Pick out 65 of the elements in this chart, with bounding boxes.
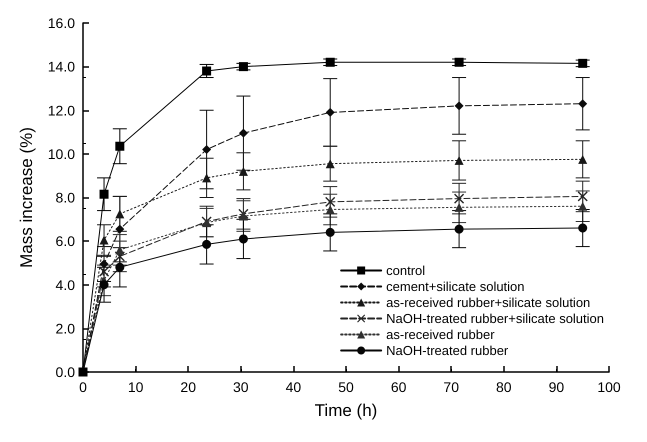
x-tick-label: 0 bbox=[79, 379, 88, 395]
legend-label: cement+silicate solution bbox=[386, 279, 525, 294]
point bbox=[202, 145, 212, 154]
point bbox=[115, 224, 124, 234]
x-tick-label: 70 bbox=[443, 379, 460, 395]
point bbox=[202, 66, 212, 76]
y-tick-label: 2.0 bbox=[56, 320, 76, 336]
point bbox=[454, 101, 464, 110]
point bbox=[578, 202, 588, 211]
y-tick-label: 8.0 bbox=[56, 190, 76, 206]
x-tick-label: 90 bbox=[548, 379, 564, 395]
point bbox=[100, 260, 109, 269]
point bbox=[100, 190, 109, 199]
point bbox=[238, 166, 248, 176]
x-tick-label: 80 bbox=[496, 379, 512, 395]
point bbox=[115, 209, 124, 218]
x-axis-title: Time (h) bbox=[314, 401, 378, 420]
point bbox=[326, 228, 335, 237]
x-tick-label: 50 bbox=[338, 379, 354, 395]
point bbox=[115, 262, 124, 272]
point bbox=[578, 58, 588, 68]
point bbox=[238, 212, 248, 221]
y-axis-title: Mass increase (%) bbox=[17, 127, 36, 268]
point bbox=[238, 62, 248, 72]
point bbox=[578, 191, 588, 202]
point bbox=[454, 202, 464, 212]
y-tick-label: 10.0 bbox=[48, 146, 76, 162]
point bbox=[454, 224, 464, 234]
y-tick-label: 16.0 bbox=[48, 15, 76, 31]
point bbox=[326, 204, 335, 214]
x-tick-label: 60 bbox=[390, 379, 407, 395]
legend-label: NaOH-treated rubber+silicate solution bbox=[386, 311, 604, 326]
y-tick-label: 0.0 bbox=[56, 364, 76, 380]
point bbox=[100, 236, 109, 245]
point bbox=[99, 266, 110, 277]
point bbox=[578, 99, 588, 108]
point bbox=[115, 142, 124, 151]
point bbox=[578, 154, 588, 164]
x-tick-label: 30 bbox=[233, 379, 249, 395]
y-tick-label: 12.0 bbox=[48, 102, 76, 118]
y-tick-label: 4.0 bbox=[56, 276, 76, 293]
point bbox=[325, 196, 336, 207]
x-tick-label: 40 bbox=[286, 379, 302, 395]
point bbox=[326, 159, 335, 168]
legend-label: as-received rubber bbox=[386, 327, 496, 342]
point bbox=[202, 173, 212, 182]
point bbox=[326, 108, 335, 117]
legend-label: control bbox=[386, 263, 426, 278]
y-tick-label: 14.0 bbox=[48, 58, 76, 75]
point bbox=[454, 156, 464, 165]
point bbox=[454, 58, 464, 67]
point bbox=[238, 128, 248, 138]
y-tick-label: 6.0 bbox=[56, 233, 76, 250]
point bbox=[454, 194, 464, 204]
x-tick-label: 100 bbox=[597, 379, 621, 395]
legend-label: as-received rubber+silicate solution bbox=[386, 295, 590, 310]
legend-label: NaOH-treated rubber bbox=[386, 343, 509, 358]
point bbox=[100, 280, 109, 290]
x-tick-label: 10 bbox=[128, 379, 144, 395]
point bbox=[115, 245, 124, 254]
point bbox=[578, 224, 588, 233]
x-tick-label: 20 bbox=[180, 379, 196, 395]
point bbox=[238, 234, 248, 244]
point bbox=[326, 58, 335, 67]
point bbox=[202, 240, 212, 249]
